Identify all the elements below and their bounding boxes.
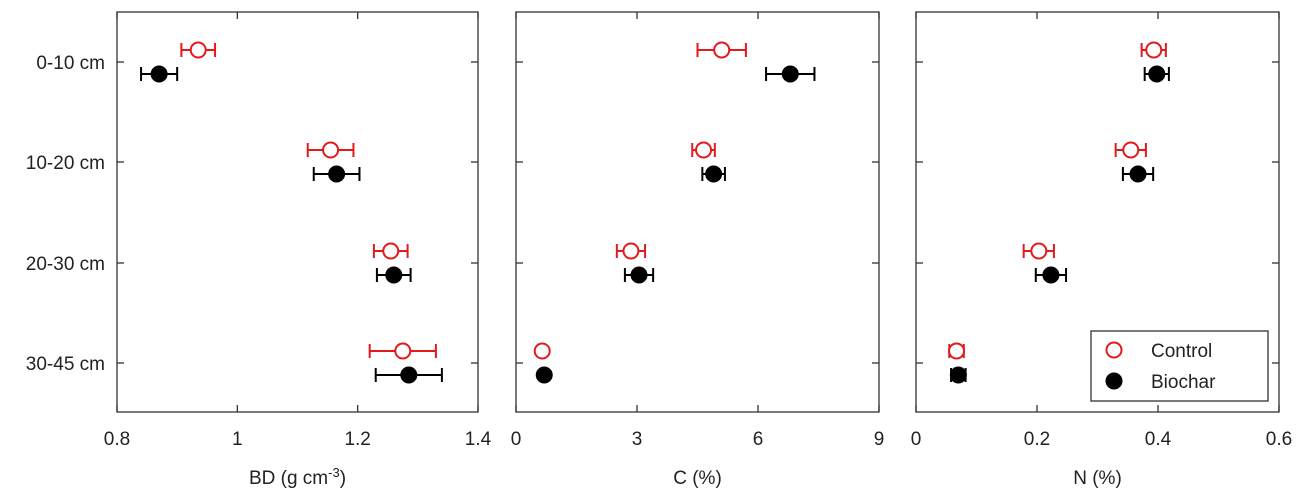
x-tick-label: 0.8	[104, 429, 130, 450]
control-point	[322, 141, 340, 159]
plot-frame	[915, 11, 1280, 413]
control-point	[713, 41, 731, 59]
biochar-point	[328, 165, 346, 183]
biochar-point	[705, 165, 723, 183]
biochar-point	[949, 366, 967, 384]
biochar-point	[400, 366, 418, 384]
y-category-label: 0-10 cm	[36, 53, 105, 74]
x-tick-label: 0.4	[1145, 429, 1172, 450]
x-axis-label-suffix: )	[340, 468, 346, 489]
x-tick-label: 1.2	[344, 429, 370, 450]
biochar-point	[1129, 165, 1147, 183]
x-tick-label: 0	[911, 429, 922, 450]
x-tick-label: 0.2	[1024, 429, 1050, 450]
control-point	[394, 342, 412, 360]
legend-box	[1090, 330, 1269, 402]
x-tick-label: 1.4	[465, 429, 492, 450]
legend-label: Control	[1151, 341, 1212, 362]
biochar-point	[150, 65, 168, 83]
control-point	[1122, 141, 1140, 159]
x-tick-label: 9	[874, 429, 885, 450]
x-tick-label: 0.6	[1266, 429, 1292, 450]
x-axis-label: N (%)	[1073, 468, 1122, 489]
biochar-point	[385, 266, 403, 284]
plot-frame	[515, 11, 880, 413]
legend-label: Biochar	[1151, 372, 1216, 393]
panel-3: 0 0.2 0.4 0.6 N (%) Control Biochar	[911, 11, 1292, 489]
control-point	[948, 342, 966, 360]
panel-2: 0 3 6 9 C (%)	[511, 11, 885, 489]
biochar-point	[535, 366, 553, 384]
legend-biochar-marker	[1105, 372, 1123, 390]
x-axis-label: C (%)	[673, 468, 722, 489]
y-category-label: 20-30 cm	[26, 254, 105, 275]
panel-1: 0.8 1 1.2 1.4 0-10 cm 10-20 cm 20-30 cm 30-45 c…	[26, 11, 492, 490]
biochar-point	[1148, 65, 1166, 83]
control-point	[695, 141, 713, 159]
control-point	[189, 41, 207, 59]
x-axis-label: BD (g cm-3)	[249, 465, 346, 490]
x-tick-label: 0	[511, 429, 522, 450]
x-tick-label: 3	[632, 429, 643, 450]
y-category-label: 10-20 cm	[26, 153, 105, 174]
control-point	[382, 242, 400, 260]
control-point	[622, 242, 640, 260]
plot-frame	[116, 11, 479, 413]
legend-control-marker	[1105, 341, 1123, 359]
control-point	[1145, 41, 1163, 59]
y-category-label: 30-45 cm	[26, 354, 105, 375]
x-tick-label: 6	[753, 429, 764, 450]
legend: Control Biochar	[1090, 330, 1269, 402]
x-axis-label-superscript: -3	[328, 465, 340, 480]
biochar-point	[1042, 266, 1060, 284]
control-point	[533, 342, 551, 360]
x-tick-label: 1	[232, 429, 243, 450]
biochar-point	[781, 65, 799, 83]
control-point	[1030, 242, 1048, 260]
biochar-point	[630, 266, 648, 284]
